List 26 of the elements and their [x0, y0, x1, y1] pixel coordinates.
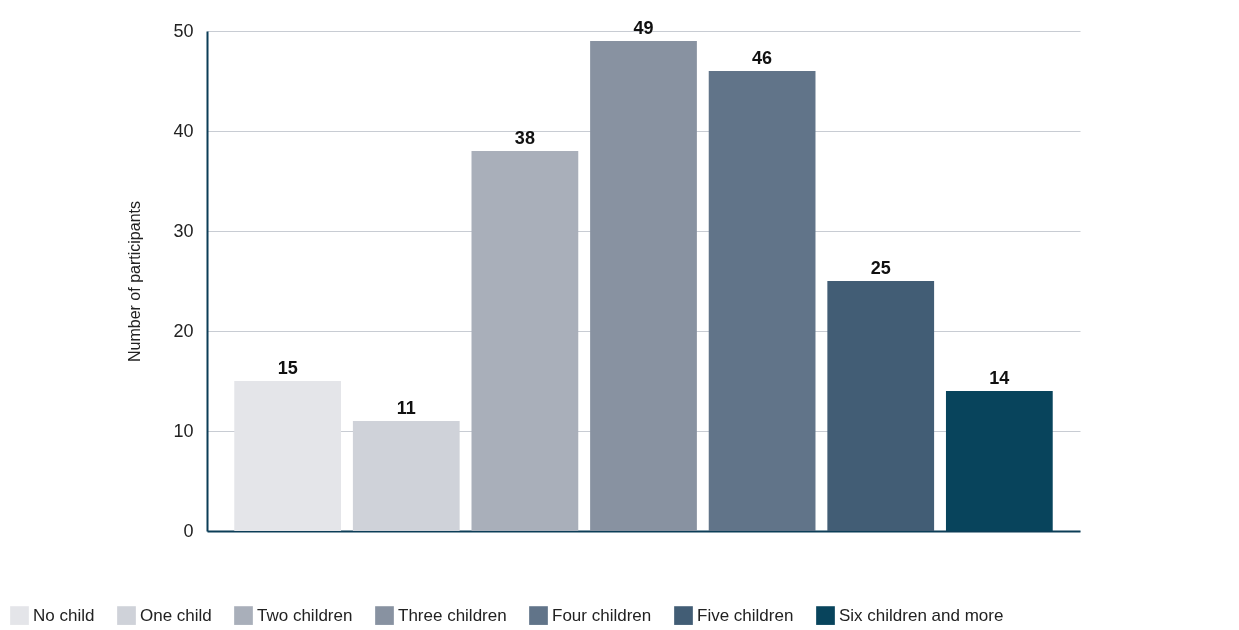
y-tick-label: 0 [183, 520, 194, 541]
y-tick-label: 40 [173, 120, 194, 141]
bar [827, 281, 935, 531]
legend-label: Five children [697, 605, 794, 625]
data-label: 46 [752, 48, 773, 68]
y-tick-label: 10 [173, 420, 194, 441]
bar [708, 71, 816, 531]
bar [234, 381, 342, 531]
legend-label: Two children [257, 605, 353, 625]
legend-label: No child [33, 605, 95, 625]
bar [471, 151, 579, 531]
legend-label: Four children [552, 605, 652, 625]
legend-label: Three children [398, 605, 507, 625]
data-label: 25 [870, 258, 891, 278]
data-label: 14 [989, 368, 1010, 388]
y-tick-label: 20 [173, 320, 194, 341]
data-label: 15 [277, 358, 298, 378]
bar [590, 41, 697, 531]
data-label: 38 [514, 128, 535, 148]
legend-label: Six children and more [839, 605, 1004, 625]
y-axis-title: Number of participants [126, 201, 144, 362]
data-label: 49 [633, 18, 654, 38]
data-label: 11 [396, 398, 416, 418]
y-tick-label: 50 [173, 20, 194, 41]
y-tick-label: 30 [173, 220, 194, 241]
legend-label: One child [140, 605, 212, 625]
